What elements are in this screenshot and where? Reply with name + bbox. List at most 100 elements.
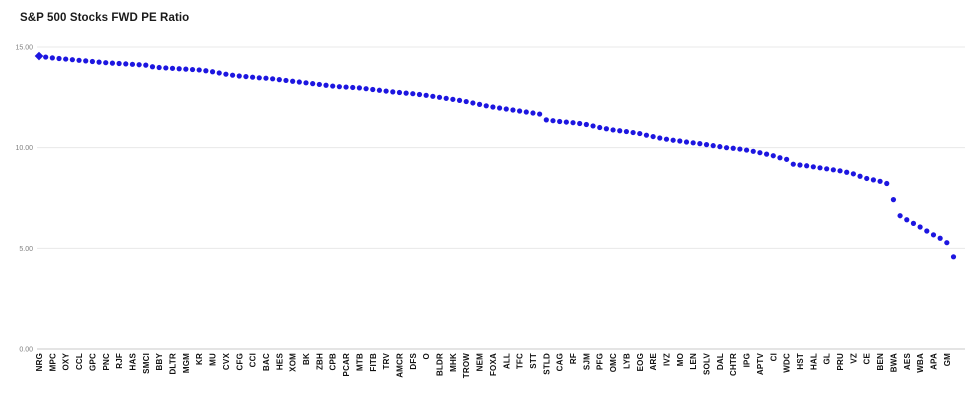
data-point [643,132,650,138]
x-axis-tick-label: RF [569,353,578,364]
data-point [690,140,696,146]
x-axis-tick-label: CPB [329,353,338,371]
x-axis-tick-label: BWA [889,353,898,372]
data-point [550,118,556,124]
x-axis-tick-label: FOXA [489,353,498,376]
data-point [183,66,189,72]
x-axis-tick-label: GPC [88,353,97,371]
data-point [930,232,937,238]
x-axis-tick-label: MU [209,353,218,366]
data-point [343,84,349,90]
data-point [83,58,89,64]
data-point [630,129,636,136]
data-point [290,78,296,84]
data-point [96,59,102,65]
x-axis-tick-label: ARE [649,353,658,371]
data-point [316,81,322,88]
x-axis-tick-label: BBY [155,353,164,371]
data-point [663,136,670,142]
data-point [610,127,616,133]
data-point [243,73,249,80]
data-point [597,124,603,131]
data-point [750,148,756,154]
data-point [844,169,850,175]
data-point [790,161,796,167]
data-point [143,62,149,68]
data-point [650,133,656,140]
x-axis-tick-label: RJF [115,353,124,369]
data-point [236,73,242,79]
x-axis-tick-label: HES [275,353,284,371]
x-axis-tick-label: GL [823,353,832,365]
data-point [123,61,129,67]
x-axis-tick-label: ALL [502,353,511,369]
data-point [176,66,182,72]
x-axis-tick-label: CI [769,353,778,361]
data-point [864,175,870,182]
data-point [89,58,96,65]
data-point [276,77,282,83]
data-point [884,180,890,187]
x-axis-tick-label: BLDR [436,353,445,376]
data-point [697,141,703,147]
x-axis-tick-label: MHK [449,353,458,372]
data-point [924,228,930,234]
x-axis-tick-label: TRV [382,353,391,370]
data-point [69,57,75,63]
x-axis-tick-label: CVX [222,353,231,371]
y-axis-tick-label: 15.00 [15,45,33,52]
x-axis-tick-label: OXY [62,353,71,371]
data-point [256,75,262,81]
x-axis-tick-label: HAS [128,353,137,371]
data-point [770,153,776,159]
data-point [543,117,549,123]
data-point [530,110,536,116]
data-point [670,137,676,143]
data-point-diamond [34,51,44,61]
data-point [450,96,456,102]
data-point [503,106,509,112]
x-axis-tick-label: DAL [716,353,725,370]
y-axis-tick-label: 5.00 [19,246,33,253]
data-point [617,128,623,134]
data-point [623,128,630,135]
chart-title: S&P 500 Stocks FWD PE Ratio [20,12,190,24]
x-axis-tick-label: HAL [809,353,818,370]
x-axis-tick-label: APTV [756,353,765,376]
x-axis-tick-label: MGM [182,353,191,373]
data-point [356,85,363,91]
x-axis-tick-label: VZ [849,353,858,364]
data-point [810,164,816,170]
data-point [103,60,109,66]
data-point [877,178,883,184]
data-point [149,64,156,70]
data-point [216,70,222,76]
data-point [757,150,763,156]
data-point [510,107,516,113]
x-axis-tick-label: NRG [35,353,44,371]
data-point [557,118,563,125]
data-point [784,156,790,162]
x-axis-tick-label: WBA [916,353,925,373]
data-point [583,121,589,128]
x-axis-tick-label: EOG [636,353,645,371]
x-axis-tick-label: BEN [876,353,885,371]
x-axis-tick-label: CFG [235,353,244,371]
data-point [350,84,356,91]
data-point [476,101,483,107]
data-point [163,65,169,71]
data-point [590,123,596,129]
x-axis-tick-label: XOM [289,353,298,372]
data-point [296,79,302,85]
x-axis-tick-label: TROW [462,353,471,378]
data-point [570,120,576,126]
data-point [383,88,389,94]
x-axis-tick-label: WDC [783,353,792,373]
x-axis-tick-label: FITB [369,353,378,372]
data-point [730,145,736,151]
x-axis-tick-label: IVZ [662,353,671,366]
x-axis-tick-label: MPC [48,353,57,371]
data-point [196,67,202,73]
data-point [129,61,136,67]
